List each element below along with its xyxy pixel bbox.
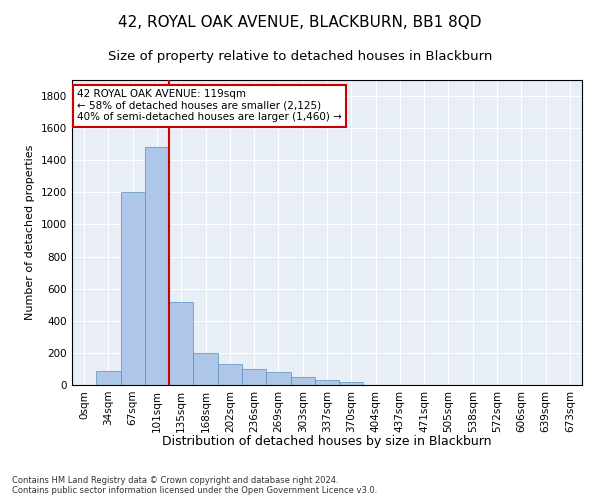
Y-axis label: Number of detached properties: Number of detached properties xyxy=(25,145,35,320)
Text: Contains HM Land Registry data © Crown copyright and database right 2024.
Contai: Contains HM Land Registry data © Crown c… xyxy=(12,476,377,495)
Bar xyxy=(193,353,218,385)
Bar xyxy=(218,364,242,385)
Bar xyxy=(242,369,266,385)
Bar xyxy=(266,372,290,385)
Bar xyxy=(169,302,193,385)
Bar xyxy=(290,377,315,385)
Bar xyxy=(339,382,364,385)
Text: 42 ROYAL OAK AVENUE: 119sqm
← 58% of detached houses are smaller (2,125)
40% of : 42 ROYAL OAK AVENUE: 119sqm ← 58% of det… xyxy=(77,89,342,122)
Bar xyxy=(96,370,121,385)
X-axis label: Distribution of detached houses by size in Blackburn: Distribution of detached houses by size … xyxy=(162,435,492,448)
Bar xyxy=(145,148,169,385)
Text: Size of property relative to detached houses in Blackburn: Size of property relative to detached ho… xyxy=(108,50,492,63)
Bar xyxy=(121,192,145,385)
Text: 42, ROYAL OAK AVENUE, BLACKBURN, BB1 8QD: 42, ROYAL OAK AVENUE, BLACKBURN, BB1 8QD xyxy=(118,15,482,30)
Bar xyxy=(315,380,339,385)
